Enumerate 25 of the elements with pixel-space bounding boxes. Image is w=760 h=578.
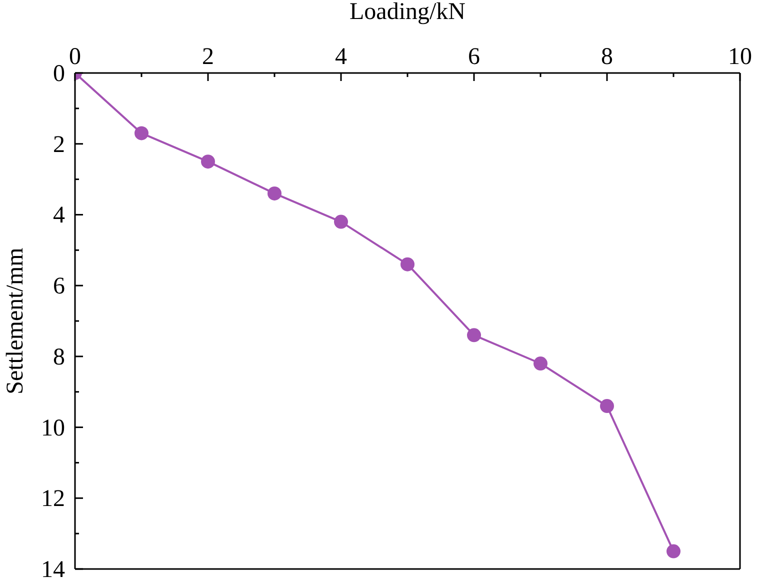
point	[467, 328, 481, 342]
x-tick-label: 0	[69, 44, 81, 70]
point	[534, 356, 548, 371]
y-tick-label: 12	[41, 486, 65, 512]
x-tick-label: 6	[468, 44, 480, 70]
point	[134, 126, 148, 140]
point	[334, 214, 348, 229]
y-tick-label: 6	[53, 274, 65, 300]
y-tick-label: 2	[53, 132, 65, 158]
y-tick-label: 8	[53, 344, 65, 370]
y-tick-label: 14	[41, 557, 65, 578]
x-tick-label: 4	[335, 44, 347, 70]
y-tick-label: 0	[53, 61, 65, 87]
point	[666, 544, 680, 558]
point	[268, 186, 282, 200]
y-tick-label: 4	[53, 202, 65, 229]
point	[201, 154, 215, 169]
x-tick-label: 8	[601, 44, 613, 70]
y-tick-label: 10	[41, 415, 65, 442]
x-tick-label: 2	[202, 44, 214, 70]
x-axis-title: Loading/kN	[350, 0, 466, 26]
point	[600, 399, 614, 414]
x-tick-label: 10	[728, 44, 752, 70]
point	[400, 257, 414, 272]
y-axis-title: Settlement/mm	[2, 247, 29, 394]
